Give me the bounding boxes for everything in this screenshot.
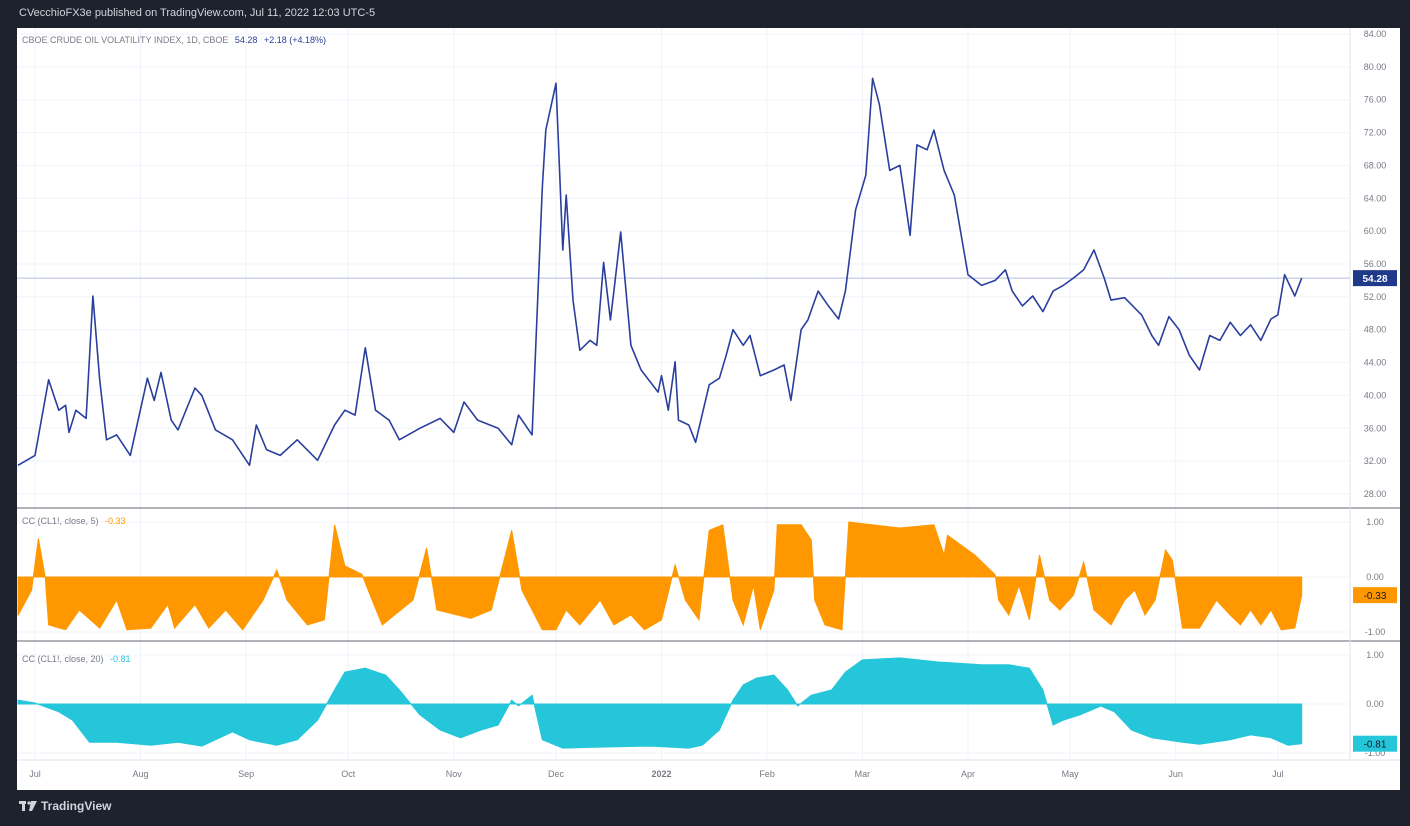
- cc20-area: [17, 657, 1303, 749]
- last-value-label: -0.33: [1364, 591, 1387, 602]
- cc5-legend-last: -0.33: [105, 516, 126, 526]
- y-tick-label: 40.00: [1364, 390, 1387, 400]
- last-value-badge: [1353, 587, 1397, 604]
- cc20-legend-last: -0.81: [110, 654, 131, 664]
- cc20-legend-title: CC (CL1!, close, 20): [22, 654, 104, 664]
- cc20-legend: CC (CL1!, close, 20) -0.81: [22, 654, 131, 664]
- published-text: CVecchioFX3e published on TradingView.co…: [19, 7, 376, 19]
- y-tick-label: 0.00: [1366, 699, 1384, 709]
- last-value-label: -0.81: [1364, 740, 1387, 751]
- y-tick-label: 80.00: [1364, 62, 1387, 72]
- x-tick-label: Aug: [133, 769, 149, 779]
- price-legend-change: +2.18 (+4.18%): [263, 35, 326, 45]
- frame-right: [1400, 0, 1410, 826]
- price-series-line: [17, 77, 1303, 467]
- y-tick-label: 64.00: [1364, 193, 1387, 203]
- y-tick-label: 60.00: [1364, 226, 1387, 236]
- footer: TradingView: [0, 790, 1410, 826]
- tradingview-logo[interactable]: TradingView: [19, 799, 111, 813]
- y-tick-label: 0.00: [1366, 572, 1384, 582]
- x-tick-label: Jun: [1168, 769, 1183, 779]
- cc5-legend: CC (CL1!, close, 5) -0.33: [22, 516, 126, 526]
- y-tick-label: 44.00: [1364, 358, 1387, 368]
- y-tick-label: 32.00: [1364, 456, 1387, 466]
- last-value-badge: [1353, 735, 1397, 752]
- published-header: CVecchioFX3e published on TradingView.co…: [0, 0, 1410, 27]
- y-tick-label: 1.00: [1366, 517, 1384, 527]
- y-tick-label: 68.00: [1364, 160, 1387, 170]
- x-tick-label: Jul: [29, 769, 41, 779]
- price-legend-last: 54.28: [234, 35, 258, 45]
- x-tick-label: Feb: [759, 769, 775, 779]
- y-tick-label: 36.00: [1364, 423, 1387, 433]
- cc5-legend-title: CC (CL1!, close, 5): [22, 516, 99, 526]
- cc5-area: [17, 521, 1303, 631]
- tradingview-logo-icon: [19, 801, 37, 811]
- plot-background: [17, 28, 1400, 790]
- y-tick-label: 72.00: [1364, 128, 1387, 138]
- x-tick-label: Oct: [341, 769, 356, 779]
- tradingview-logo-text: TradingView: [41, 799, 112, 813]
- y-tick-label: -1.00: [1365, 627, 1386, 637]
- x-tick-label: Sep: [238, 769, 254, 779]
- frame-left: [0, 0, 17, 826]
- x-tick-label: Dec: [548, 769, 565, 779]
- x-tick-label: Mar: [855, 769, 871, 779]
- y-tick-label: 76.00: [1364, 95, 1387, 105]
- y-tick-label: 56.00: [1364, 259, 1387, 269]
- y-tick-label: 28.00: [1364, 489, 1387, 499]
- price-legend: CBOE CRUDE OIL VOLATILITY INDEX, 1D, CBO…: [22, 35, 326, 45]
- y-tick-label: 48.00: [1364, 325, 1387, 335]
- last-value-badge: [1353, 270, 1397, 287]
- y-tick-label: -1.00: [1365, 748, 1386, 758]
- y-tick-label: 52.00: [1364, 292, 1387, 302]
- price-legend-title: CBOE CRUDE OIL VOLATILITY INDEX, 1D, CBO…: [22, 35, 229, 45]
- x-tick-label: Apr: [961, 769, 975, 779]
- last-value-label: 54.28: [1362, 274, 1387, 285]
- x-tick-label: Nov: [446, 769, 463, 779]
- x-tick-label: 2022: [652, 769, 672, 779]
- y-tick-label: 84.00: [1364, 29, 1387, 39]
- x-tick-label: May: [1062, 769, 1080, 779]
- y-tick-label: 1.00: [1366, 650, 1384, 660]
- x-tick-label: Jul: [1272, 769, 1284, 779]
